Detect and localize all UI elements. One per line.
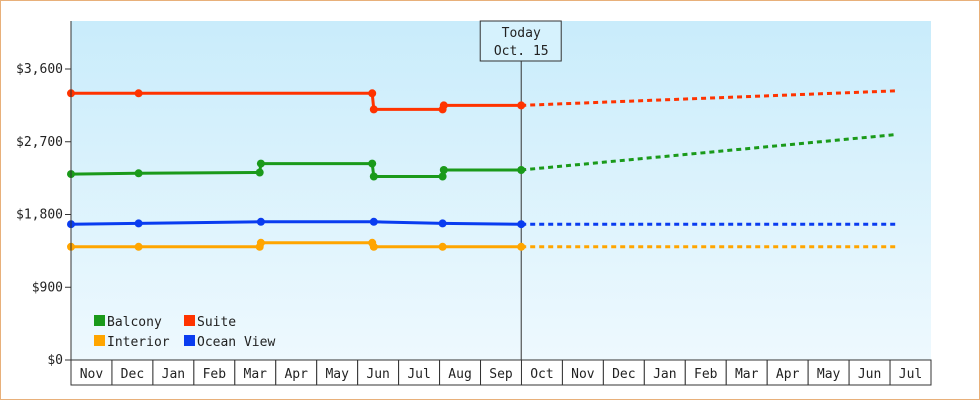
y-tick-label: $900 [32, 280, 63, 295]
x-tick-label: Jul [407, 367, 430, 382]
x-month-cell [398, 359, 441, 386]
x-tick-label: Apr [776, 367, 800, 382]
legend-label-interior: Interior [107, 335, 170, 350]
x-tick-label: Dec [121, 367, 144, 382]
x-tick-label: Feb [203, 367, 227, 382]
x-month-cell [807, 359, 850, 386]
legend-swatch-interior [94, 335, 105, 346]
x-month-cell [643, 359, 686, 386]
x-tick-label: Jan [162, 367, 185, 382]
x-tick-label: Feb [694, 367, 718, 382]
x-tick-label: Jan [653, 367, 676, 382]
x-tick-label: Nov [571, 367, 595, 382]
legend-swatch-balcony [94, 315, 105, 326]
series-ocean-view-point [369, 217, 378, 226]
x-month-cell [275, 359, 318, 386]
series-ocean-view-point [134, 219, 143, 228]
x-month-cell [70, 359, 113, 386]
x-month-cell [561, 359, 604, 386]
x-month-cell [520, 359, 563, 386]
x-month-cell [725, 359, 768, 386]
series-suite-point [439, 101, 448, 110]
today-date-label: Oct. 15 [494, 44, 549, 59]
plot-background [71, 21, 931, 360]
x-month-cell [848, 359, 891, 386]
legend-swatch-suite [184, 315, 195, 326]
y-tick-label: $2,700 [16, 135, 63, 150]
x-tick-label: Dec [612, 367, 635, 382]
series-ocean-view-point [438, 219, 447, 228]
series-balcony-point [438, 172, 447, 181]
x-tick-label: Sep [489, 367, 513, 382]
series-balcony-point [517, 166, 526, 174]
legend-label-ocean-view: Ocean View [197, 335, 275, 350]
x-tick-label: Jun [366, 367, 389, 382]
x-month-cell [439, 359, 482, 386]
x-tick-label: Mar [244, 367, 268, 382]
x-tick-label: Aug [448, 367, 471, 382]
y-tick-label: $3,600 [16, 62, 63, 77]
series-balcony-point [255, 168, 264, 177]
series-balcony-point [256, 159, 265, 168]
series-interior-actual-line [71, 241, 522, 249]
x-tick-label: May [817, 367, 841, 382]
series-interior-point [438, 242, 447, 251]
series-interior-point [369, 242, 378, 251]
x-month-cell [357, 359, 400, 386]
x-tick-label: Nov [80, 367, 104, 382]
series-interior-point [256, 238, 265, 247]
x-month-cell [193, 359, 236, 386]
series-balcony-point [134, 169, 143, 178]
x-month-cell [152, 359, 195, 386]
series-suite-point [369, 105, 378, 114]
series-balcony-point [369, 172, 378, 181]
today-box [479, 20, 562, 62]
x-month-cell [766, 359, 809, 386]
x-month-cell [316, 359, 359, 386]
x-tick-label: Mar [735, 367, 759, 382]
series-interior-point [134, 242, 143, 251]
x-month-cell [480, 359, 522, 386]
series-ocean-view-point [256, 217, 265, 226]
series-suite-point [134, 89, 143, 98]
y-tick-label: $0 [47, 353, 63, 368]
series-interior-point [517, 242, 526, 251]
series-suite-point [517, 101, 526, 110]
series-balcony-point [439, 166, 448, 174]
x-month-cell [602, 359, 645, 386]
x-tick-label: Apr [284, 367, 308, 382]
x-tick-label: Jul [899, 367, 922, 382]
x-tick-label: Oct [530, 367, 553, 382]
series-ocean-view-point [517, 220, 526, 229]
legend-swatch-ocean-view [184, 335, 195, 346]
series-ocean-view-actual-line [70, 220, 522, 226]
today-label: Today [502, 26, 541, 41]
y-tick-label: $1,800 [16, 208, 63, 223]
legend-label-suite: Suite [197, 315, 236, 330]
x-tick-label: May [325, 367, 349, 382]
series-balcony-point [368, 159, 377, 168]
legend-label-balcony: Balcony [107, 315, 162, 330]
x-month-cell [889, 359, 932, 386]
series-suite-point [368, 89, 377, 98]
x-tick-label: Jun [858, 367, 881, 382]
x-month-cell [111, 359, 154, 386]
